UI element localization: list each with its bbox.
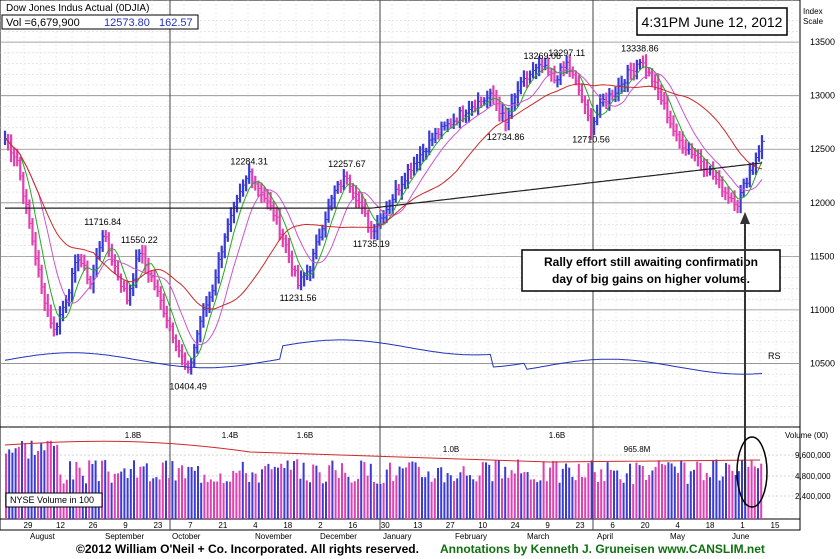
net-change: 162.57 — [159, 17, 193, 29]
chart-title: Dow Jones Indus Actual (0DJIA) — [6, 3, 149, 14]
x-day-tick: 26 — [89, 521, 98, 530]
price-point-label: 13338.86 — [621, 43, 659, 53]
x-month-label: September — [105, 532, 144, 541]
x-day-tick: 7 — [188, 521, 193, 530]
volume-ma-line — [4, 440, 761, 463]
x-month-label: December — [320, 532, 357, 541]
x-month-label: February — [455, 532, 487, 541]
rs-line — [4, 339, 763, 375]
grid — [0, 0, 800, 519]
x-month-label: October — [172, 532, 201, 541]
ma200-line — [5, 162, 763, 209]
y-tick-label: 10500 — [810, 358, 835, 368]
y-tick-label: 13500 — [810, 37, 835, 47]
volume-highlight-ellipse — [736, 436, 768, 508]
ma50-line — [4, 83, 763, 310]
x-day-tick: 4 — [253, 521, 258, 530]
price-point-label: 12284.31 — [230, 156, 268, 166]
price-point-label: 11550.22 — [121, 235, 158, 245]
y-tick-label: 12500 — [810, 144, 835, 154]
price-point-label: 12734.86 — [487, 132, 525, 142]
y-tick-label: 11500 — [810, 251, 834, 261]
price-point-label: 12710.56 — [572, 135, 610, 145]
x-month-label: August — [30, 532, 56, 541]
scale-label-1: Index — [803, 7, 823, 16]
date-axis — [0, 518, 801, 531]
x-day-tick: 29 — [24, 521, 33, 530]
x-day-tick: 9 — [545, 521, 550, 530]
x-day-tick: 21 — [218, 521, 227, 530]
annotation-box — [521, 249, 781, 292]
x-day-tick: 23 — [576, 521, 585, 530]
x-day-tick: 20 — [641, 521, 650, 530]
x-day-tick: 15 — [771, 521, 780, 530]
x-month-label: June — [732, 532, 750, 541]
x-day-tick: 27 — [446, 521, 455, 530]
x-day-tick: 16 — [348, 521, 357, 530]
x-day-tick: 13 — [413, 521, 422, 530]
x-day-tick: 12 — [56, 521, 65, 530]
x-day-tick: 30 — [381, 521, 390, 530]
volume-peak-label: 1.6B — [549, 431, 565, 440]
price-point-label: 11735.19 — [353, 239, 390, 249]
volume-peak-label: 1.8B — [125, 431, 141, 440]
x-day-tick: 9 — [123, 521, 128, 530]
rs-label: RS — [768, 351, 781, 361]
x-day-tick: 1 — [740, 521, 745, 530]
x-day-tick: 18 — [283, 521, 292, 530]
x-month-label: January — [383, 532, 411, 541]
x-day-tick: 18 — [706, 521, 715, 530]
ma-medium-line — [4, 69, 763, 346]
quote-box — [1, 14, 199, 30]
x-axis-ticks: 29 12 26 9 23 7 21 4 18 2 16 30 13 27 10 24 9 23 6 20 4 18 1 15… — [24, 521, 780, 541]
volume-peak-label: 1.6B — [297, 431, 313, 440]
volume-labels: 1.8B 1.4B 1.6B 1.0B 1.6B 965.8M Volume (00) 9,6… — [125, 431, 831, 501]
x-day-tick: 24 — [511, 521, 520, 530]
volume-tick-label: 2,400,000 — [795, 492, 831, 501]
price-point-label: 13297.11 — [548, 48, 585, 58]
y-tick-label: 12000 — [810, 198, 835, 208]
copyright: ©2012 William O'Neil + Co. Incorporated.… — [76, 542, 419, 556]
volume-tick-label: 4,800,000 — [795, 472, 831, 481]
x-day-tick: 10 — [478, 521, 487, 530]
volume-peak-label: 965.8M — [624, 445, 651, 454]
price-point-label: 11231.56 — [280, 293, 317, 303]
price-point-label: 13269.06 — [523, 51, 561, 61]
x-month-label: November — [255, 532, 292, 541]
y-axis-ticks: 13500 13000 12500 12000 11500 11000 10500 — [810, 37, 835, 368]
annotation-line-1: Rally effort still awaiting confirmation — [544, 255, 758, 269]
annotation-arrowhead — [740, 212, 750, 224]
y-tick-label: 11000 — [810, 305, 834, 315]
price-point-label: 10404.49 — [169, 382, 207, 392]
price-point-label: 12257.67 — [328, 159, 366, 169]
x-month-label: April — [597, 532, 613, 541]
volume-readout: Vol =6,679,900 — [6, 17, 80, 29]
annotation-line-2: day of big gains on higher volume. — [552, 272, 750, 286]
x-day-tick: 23 — [153, 521, 162, 530]
scale-label-2: Scale — [803, 17, 824, 26]
timestamp-box — [636, 7, 788, 36]
x-day-tick: 6 — [610, 521, 615, 530]
x-day-tick: 2 — [318, 521, 323, 530]
y-tick-label: 13000 — [810, 91, 835, 101]
x-day-tick: 4 — [675, 521, 680, 530]
volume-tick-label: 9,600,000 — [795, 451, 831, 460]
x-month-label: March — [527, 532, 549, 541]
volume-legend-box — [5, 492, 103, 508]
volume-legend: NYSE Volume in 100 — [10, 495, 94, 505]
volume-axis-title: Volume (00) — [785, 431, 828, 440]
ma-short-line — [4, 66, 763, 359]
timestamp: 4:31PM June 12, 2012 — [642, 14, 783, 30]
moving-averages: RS — [4, 66, 781, 375]
x-month-label: May — [670, 532, 685, 541]
volume-peak-label: 1.0B — [443, 445, 459, 454]
last-price: 12573.80 — [104, 17, 150, 29]
volume-peak-label: 1.4B — [222, 431, 238, 440]
annotation-credit: Annotations by Kenneth J. Gruneisen www.… — [440, 542, 765, 556]
price-point-label: 11716.84 — [84, 217, 121, 227]
